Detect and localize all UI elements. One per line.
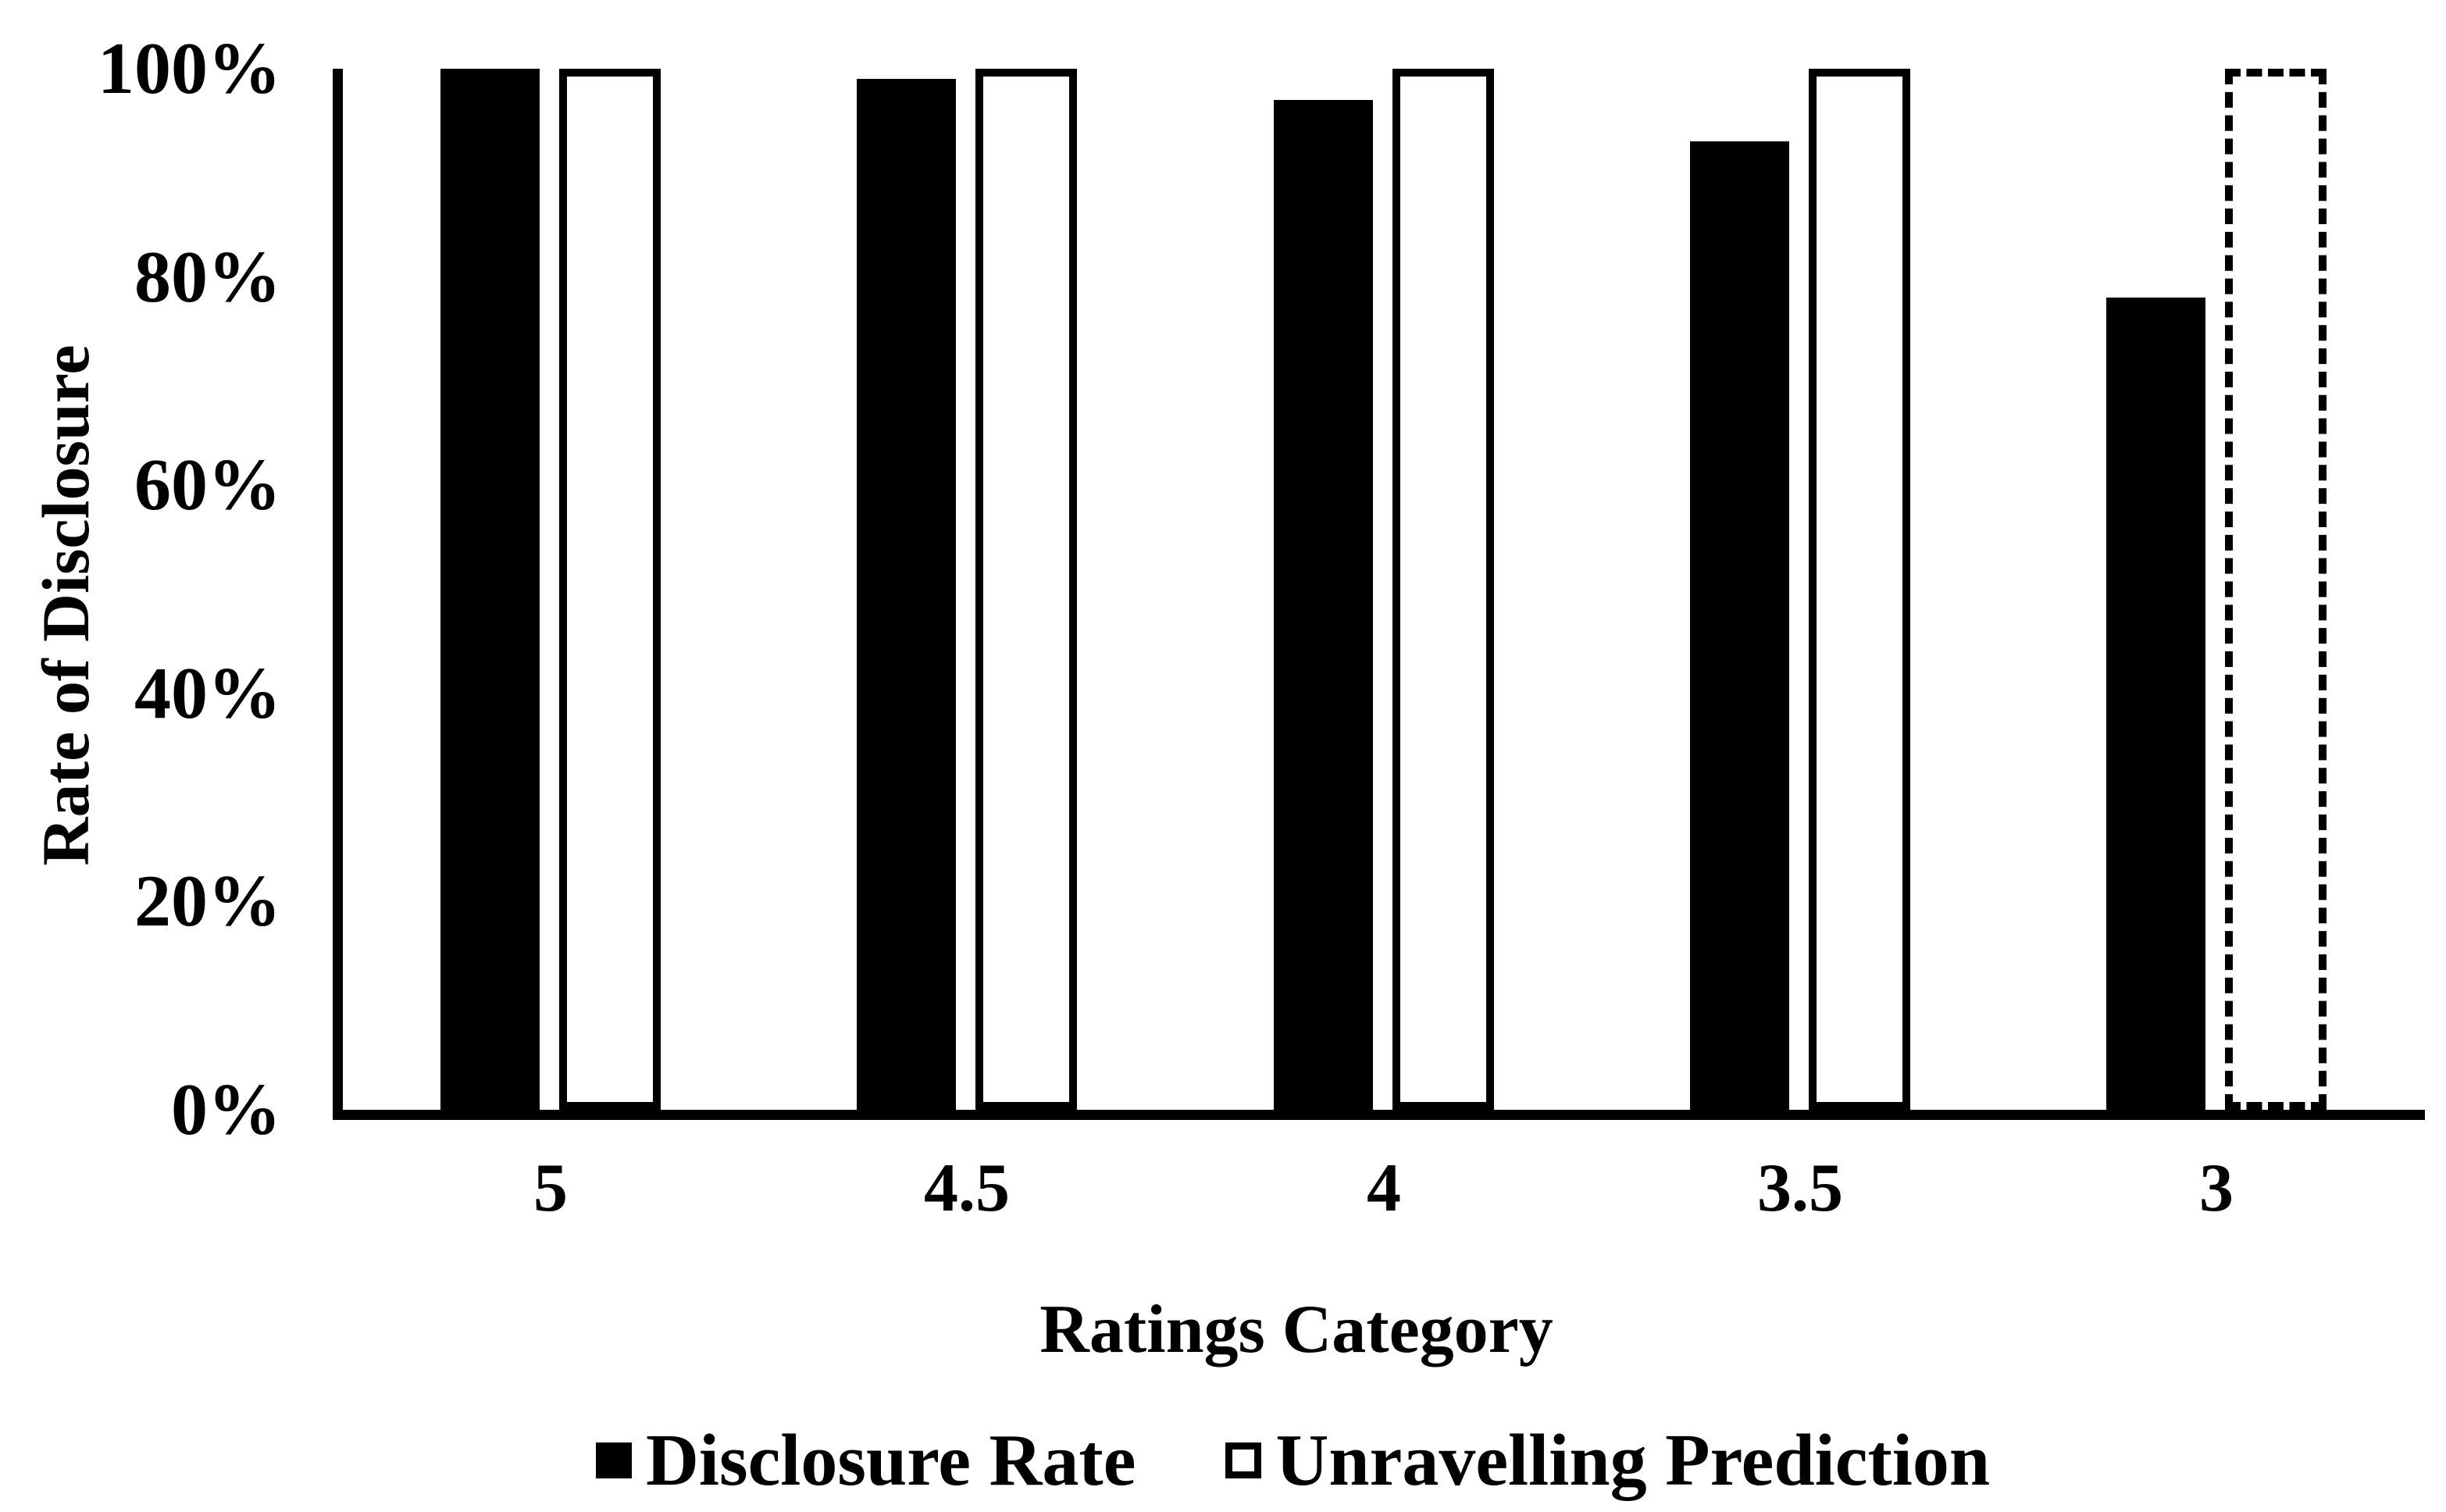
- bar-disclosure-rate: [1274, 100, 1373, 1110]
- x-tick-label: 4.5: [924, 1150, 1010, 1226]
- y-axis-title: Rate of Disclosure: [28, 344, 103, 866]
- x-tick-label: 4: [1367, 1150, 1401, 1226]
- x-axis-line: [333, 1110, 2425, 1120]
- y-tick-label: 100%: [98, 28, 281, 109]
- outlined-square-icon: [1225, 1442, 1262, 1478]
- y-tick-label: 80%: [134, 236, 281, 318]
- legend-label: Unravelling Prediction: [1275, 1420, 1991, 1501]
- bar-disclosure-rate: [1690, 141, 1789, 1110]
- legend-item: Disclosure Rate: [596, 1418, 1136, 1503]
- bar-unravelling-prediction: [975, 69, 1077, 1110]
- x-tick-label: 3.5: [1757, 1150, 1843, 1226]
- y-tick-label: 0%: [171, 1069, 281, 1150]
- x-axis-title: Ratings Category: [1039, 1292, 1553, 1368]
- bar-unravelling-prediction: [2225, 69, 2327, 1110]
- x-tick-label: 3: [2199, 1150, 2234, 1226]
- y-tick-label: 20%: [134, 861, 281, 943]
- bar-disclosure-rate: [857, 79, 956, 1110]
- bar-unravelling-prediction: [559, 69, 661, 1110]
- legend: Disclosure Rate Unravelling Prediction: [596, 1420, 1990, 1501]
- bar-unravelling-prediction: [1809, 69, 1910, 1110]
- y-tick-label: 60%: [134, 444, 281, 526]
- filled-square-icon: [596, 1442, 632, 1478]
- legend-item: Unravelling Prediction: [1225, 1418, 1990, 1503]
- bar-disclosure-rate: [2106, 298, 2205, 1110]
- y-tick-label: 40%: [134, 652, 281, 734]
- y-axis-line: [333, 69, 343, 1119]
- legend-label: Disclosure Rate: [646, 1420, 1136, 1501]
- bar-disclosure-rate: [440, 69, 540, 1110]
- bar-unravelling-prediction: [1392, 69, 1494, 1110]
- x-tick-label: 5: [533, 1150, 568, 1226]
